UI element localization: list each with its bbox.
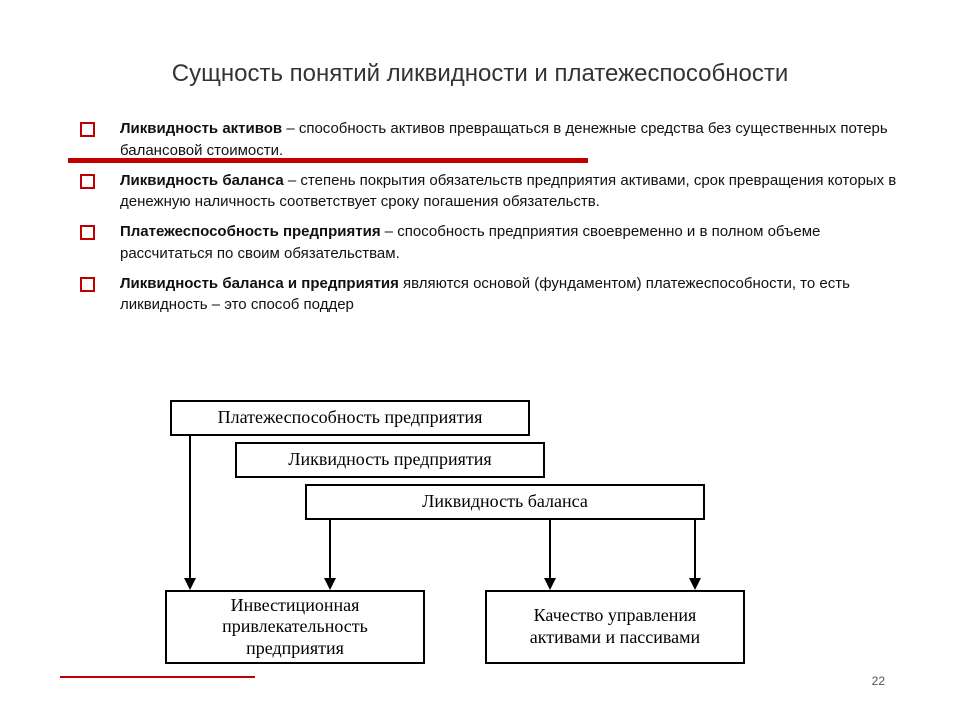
diagram-node: Качество управления активами и пассивами — [485, 590, 745, 664]
slide-title: Сущность понятий ликвидности и платежесп… — [60, 60, 900, 88]
arrow-line — [189, 436, 191, 582]
bullet-bold: Платежеспособность предприятия — [120, 223, 381, 240]
bullet-list: Ликвидность активов – способность активо… — [60, 118, 900, 316]
bullet-item: Ликвидность баланса и предприятия являют… — [80, 273, 900, 317]
bullet-bold: Ликвидность активов — [120, 120, 282, 137]
bullet-bold: Ликвидность баланса и предприятия — [120, 275, 399, 292]
bullet-item: Платежеспособность предприятия – способн… — [80, 221, 900, 265]
arrow-head-icon — [544, 578, 556, 590]
bullet-item: Ликвидность активов – способность активо… — [80, 118, 900, 162]
arrow-line — [694, 520, 696, 582]
diagram-node: Платежеспособность предприятия — [170, 400, 530, 436]
page-number: 22 — [872, 674, 885, 688]
bullet-item: Ликвидность баланса – степень покрытия о… — [80, 170, 900, 214]
arrow-head-icon — [184, 578, 196, 590]
arrow-head-icon — [324, 578, 336, 590]
diagram-node: Ликвидность предприятия — [235, 442, 545, 478]
diagram-node: Ликвидность баланса — [305, 484, 705, 520]
accent-underline — [68, 158, 588, 163]
diagram-node: Инвестиционная привлекательность предпри… — [165, 590, 425, 664]
bullet-bold: Ликвидность баланса — [120, 172, 284, 189]
arrow-line — [549, 520, 551, 582]
arrow-head-icon — [689, 578, 701, 590]
flowchart-diagram: Платежеспособность предприятия Ликвидност… — [150, 400, 810, 680]
arrow-line — [329, 520, 331, 582]
footer-accent-line — [60, 676, 255, 678]
